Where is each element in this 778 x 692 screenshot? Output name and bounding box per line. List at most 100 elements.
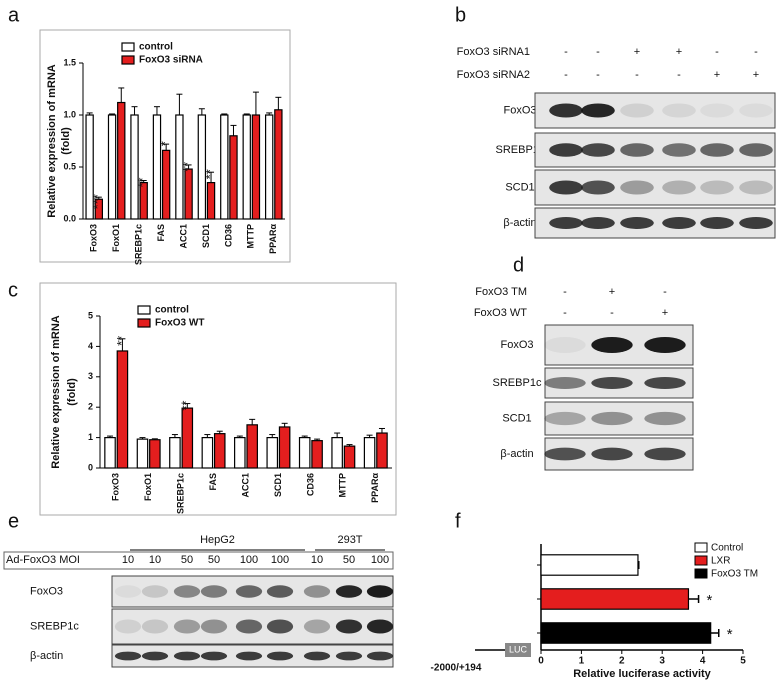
x-tick-label: 1	[579, 656, 585, 667]
blot-band	[366, 651, 394, 661]
condition-sign: 100	[371, 554, 389, 566]
condition-label: Ad-FoxO3 MOI	[6, 554, 80, 566]
bar	[343, 445, 356, 469]
bar	[540, 622, 712, 644]
panel-frame	[39, 282, 397, 516]
blot-band	[335, 651, 363, 661]
condition-sign: -	[677, 69, 681, 81]
x-tick-label: 2	[619, 656, 625, 667]
legend-label: FoxO3 WT	[155, 318, 204, 329]
blot-band	[591, 411, 633, 426]
blot-band	[620, 143, 654, 157]
group-label: 293T	[337, 534, 362, 546]
bar	[104, 437, 116, 469]
x-tick-label: FAS	[208, 473, 218, 491]
blot-label: β-actin	[503, 217, 536, 229]
blot-band	[266, 619, 294, 634]
blot-label: SREBP1c	[30, 620, 79, 632]
x-axis-label: Relative luciferase activity	[573, 668, 711, 680]
blot-band	[549, 180, 583, 195]
blot-band	[544, 447, 586, 461]
legend-swatch	[137, 305, 151, 315]
x-tick-label: PPARα	[268, 224, 278, 254]
legend-label: LXR	[711, 556, 730, 567]
blot-band	[739, 103, 773, 118]
legend-label: Control	[711, 543, 743, 554]
condition-sign: 10	[122, 554, 134, 566]
blot-band	[303, 585, 331, 598]
panel-letter: b	[455, 4, 466, 26]
blot-band	[114, 651, 142, 661]
legend-swatch	[694, 568, 708, 579]
x-tick-label: SREBP1c	[175, 473, 185, 514]
y-tick-label: 0.5	[63, 161, 76, 171]
panel-letter: a	[8, 4, 20, 26]
blot-band	[266, 651, 294, 661]
x-tick-label: MTTP	[338, 473, 348, 498]
condition-label: FoxO3 siRNA2	[457, 69, 530, 81]
blot-band	[581, 143, 615, 157]
x-tick-label: 0	[538, 656, 544, 667]
blot-band	[644, 411, 686, 426]
panel-letter: d	[513, 254, 524, 276]
condition-sign: -	[563, 307, 567, 319]
bar	[130, 114, 139, 220]
x-tick-label: FoxO3	[111, 473, 121, 501]
blot-band	[303, 651, 331, 661]
blot-band	[549, 217, 583, 229]
y-tick-label: 5	[88, 310, 93, 320]
condition-sign: 50	[208, 554, 220, 566]
legend-label: control	[155, 305, 189, 316]
y-tick-label: 3	[88, 371, 93, 381]
bar	[298, 437, 311, 469]
legend-label: FoxO3 TM	[711, 569, 758, 580]
blot-band	[335, 619, 363, 634]
legend-swatch	[694, 555, 708, 566]
y-tick-label: 1	[88, 432, 93, 442]
blot-band	[644, 337, 686, 353]
x-tick-label: 5	[740, 656, 746, 667]
significance: **	[202, 169, 217, 179]
y-tick-label: 4	[88, 341, 93, 351]
blot-label: β-actin	[500, 448, 533, 460]
blot-band	[303, 619, 331, 634]
panel-letter: f	[455, 510, 461, 532]
blot-band	[114, 619, 142, 634]
legend-label: FoxO3 siRNA	[139, 55, 203, 66]
x-tick-label: 4	[700, 656, 706, 667]
blot-band	[114, 585, 142, 598]
legend-swatch	[121, 55, 135, 65]
significance: **	[180, 162, 195, 172]
bar	[149, 439, 161, 469]
bar	[161, 149, 171, 220]
bar	[136, 438, 149, 469]
blot-label: SCD1	[502, 412, 531, 424]
x-tick-label: SREBP1c	[133, 224, 143, 265]
x-tick-label: FoxO1	[143, 473, 153, 501]
luc-box	[505, 643, 531, 657]
blot-label: SREBP1c	[496, 144, 545, 156]
x-tick-label: FAS	[156, 224, 166, 242]
blot-band	[591, 377, 633, 389]
y-axis-label: Relative expression of mRNA	[50, 315, 62, 468]
blot-band	[739, 217, 773, 229]
condition-sign: -	[715, 46, 719, 58]
legend-swatch	[121, 42, 135, 52]
blot-label: FoxO3	[503, 104, 536, 116]
bar	[152, 114, 162, 220]
bar	[184, 168, 193, 220]
blot-band	[644, 377, 686, 389]
condition-label: FoxO3 WT	[474, 307, 527, 319]
y-axis-label: (fold)	[66, 378, 78, 406]
significance: *	[158, 141, 173, 146]
significance: ***	[90, 194, 105, 209]
condition-sign: +	[714, 69, 720, 81]
blot-band	[173, 651, 201, 661]
blot-band	[235, 619, 263, 634]
y-tick-label: 2	[88, 402, 93, 412]
blot-background	[544, 401, 694, 436]
blot-band	[700, 103, 734, 118]
blot-band	[620, 180, 654, 195]
legend-swatch	[694, 542, 708, 553]
